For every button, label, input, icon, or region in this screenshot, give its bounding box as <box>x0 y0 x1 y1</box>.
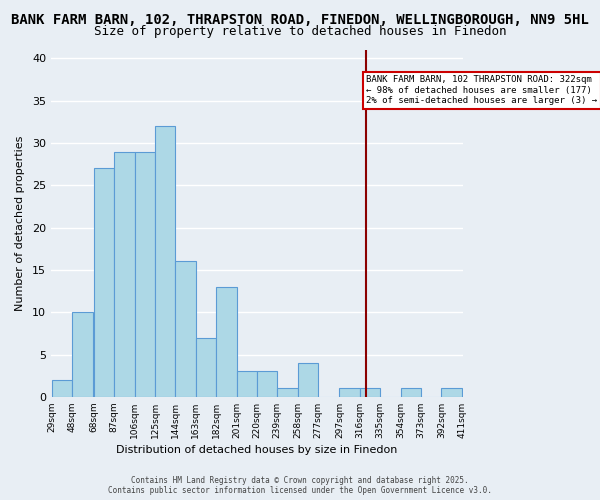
Bar <box>52 380 73 397</box>
Bar <box>236 372 257 397</box>
Bar <box>94 168 114 397</box>
X-axis label: Distribution of detached houses by size in Finedon: Distribution of detached houses by size … <box>116 445 398 455</box>
Bar <box>155 126 175 397</box>
Bar <box>298 363 318 397</box>
Bar <box>175 262 196 397</box>
Bar <box>401 388 421 397</box>
Text: BANK FARM BARN, 102, THRAPSTON ROAD, FINEDON, WELLINGBOROUGH, NN9 5HL: BANK FARM BARN, 102, THRAPSTON ROAD, FIN… <box>11 12 589 26</box>
Text: Contains HM Land Registry data © Crown copyright and database right 2025.
Contai: Contains HM Land Registry data © Crown c… <box>108 476 492 495</box>
Y-axis label: Number of detached properties: Number of detached properties <box>15 136 25 311</box>
Bar <box>216 287 236 397</box>
Bar <box>73 312 93 397</box>
Text: Size of property relative to detached houses in Finedon: Size of property relative to detached ho… <box>94 25 506 38</box>
Bar <box>340 388 360 397</box>
Bar <box>442 388 462 397</box>
Bar <box>196 338 216 397</box>
Bar <box>257 372 277 397</box>
Text: BANK FARM BARN, 102 THRAPSTON ROAD: 322sqm
← 98% of detached houses are smaller : BANK FARM BARN, 102 THRAPSTON ROAD: 322s… <box>367 76 598 105</box>
Bar <box>134 152 155 397</box>
Bar <box>360 388 380 397</box>
Bar <box>277 388 298 397</box>
Bar <box>114 152 134 397</box>
